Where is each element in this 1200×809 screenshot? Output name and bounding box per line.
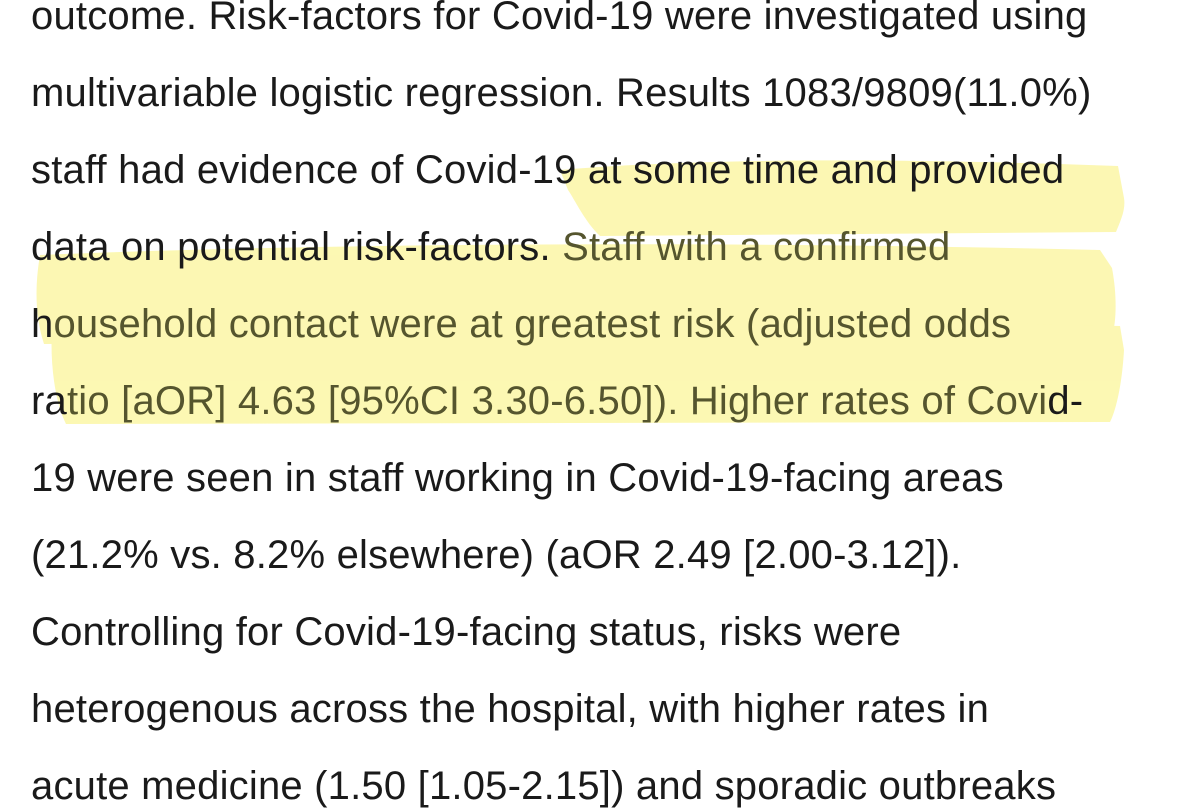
text-line-10: heterogenous across the hospital, with h… <box>31 671 1200 748</box>
line-text-plain: h <box>31 302 54 346</box>
line-text-plain: multivariable logistic regression. Resul… <box>31 71 1092 115</box>
line-text-plain: ra <box>31 379 67 423</box>
text-line-1: outcome. Risk-factors for Covid-19 were … <box>31 0 1200 55</box>
line-text-plain: data on potential risk-factors. <box>31 225 563 269</box>
line-text-plain-end: d- <box>1047 379 1084 423</box>
line-text-plain: heterogenous across the hospital, with h… <box>31 687 990 731</box>
text-line-8: (21.2% vs. 8.2% elsewhere) (aOR 2.49 [2.… <box>31 517 1200 594</box>
line-text-plain: outcome. Risk-factors for Covid-19 were … <box>31 0 1088 38</box>
line-text-plain: acute medicine (1.50 [1.05-2.15]) and sp… <box>31 764 1057 808</box>
text-line-2: multivariable logistic regression. Resul… <box>31 55 1200 132</box>
text-line-3: staff had evidence of Covid-19 at some t… <box>31 132 1200 209</box>
text-line-9: Controlling for Covid-19-facing status, … <box>31 594 1200 671</box>
highlighted-text: tio [aOR] 4.63 [95%CI 3.30-6.50]). Highe… <box>66 379 1048 423</box>
text-line-6: ratio [aOR] 4.63 [95%CI 3.30-6.50]). Hig… <box>31 363 1200 440</box>
text-line-5: household contact were at greatest risk … <box>31 286 1200 363</box>
line-text-plain: (21.2% vs. 8.2% elsewhere) (aOR 2.49 [2.… <box>31 533 962 577</box>
text-line-4: data on potential risk-factors. Staff wi… <box>31 209 1200 286</box>
highlighted-text: Staff with a confirmed <box>562 225 951 269</box>
line-text-plain: Controlling for Covid-19-facing status, … <box>31 610 902 654</box>
line-text-plain: 19 were seen in staff working in Covid-1… <box>31 456 1004 500</box>
text-line-11: acute medicine (1.50 [1.05-2.15]) and sp… <box>31 748 1200 809</box>
text-line-7: 19 were seen in staff working in Covid-1… <box>31 440 1200 517</box>
highlighted-text: ousehold contact were at greatest risk (… <box>53 302 1012 346</box>
line-text-plain: staff had evidence of Covid-19 at some t… <box>31 148 1065 192</box>
paragraph-text: outcome. Risk-factors for Covid-19 were … <box>31 0 1200 809</box>
